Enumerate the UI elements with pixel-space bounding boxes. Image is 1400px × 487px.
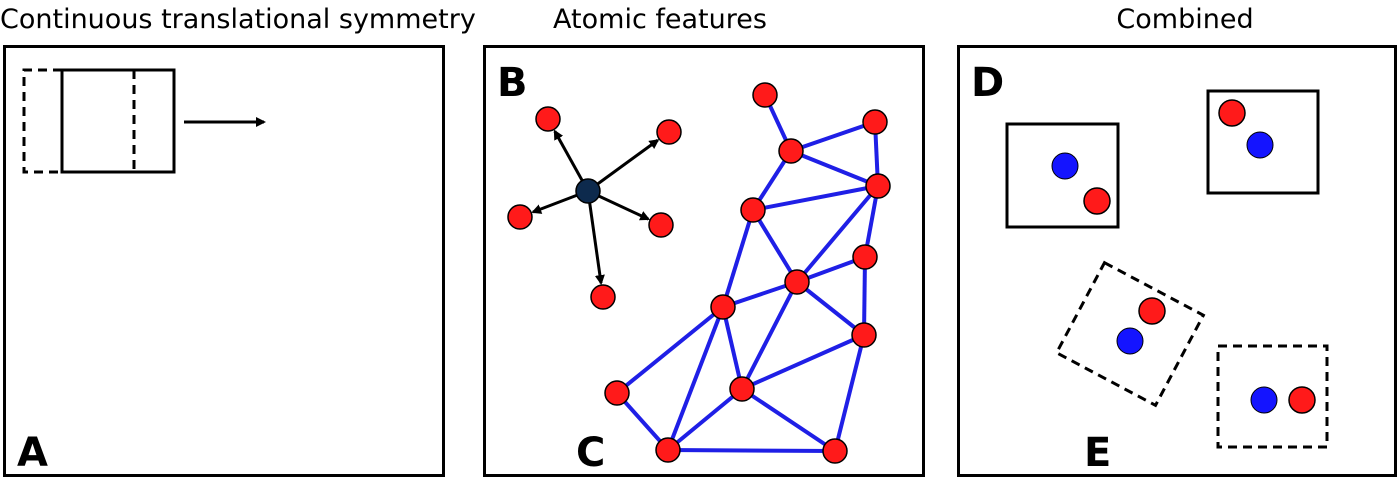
panel-atomic-features <box>483 45 925 477</box>
network-atom <box>740 197 766 223</box>
blue-atom <box>1116 327 1144 355</box>
panel-letter-d: D <box>971 60 1004 106</box>
atomic-network-atoms <box>604 82 891 464</box>
bond <box>667 448 836 453</box>
network-atom <box>822 438 848 464</box>
blue-atom <box>1250 386 1278 414</box>
panel-letter-e: E <box>1084 430 1111 476</box>
bond <box>790 149 879 188</box>
central-atom <box>575 178 601 204</box>
bond <box>795 184 880 284</box>
bond <box>833 334 866 452</box>
bond <box>722 280 798 309</box>
blue-atom <box>1051 152 1079 180</box>
network-atom <box>655 437 681 463</box>
bond <box>615 305 725 395</box>
title-combined: Combined <box>1116 4 1254 35</box>
panel-letter-b: B <box>497 60 528 106</box>
panel-letter-a: A <box>17 430 48 476</box>
combined-box-rotated <box>1054 260 1206 408</box>
bond <box>862 256 867 336</box>
bond <box>666 387 744 452</box>
atomic-neighbors-star <box>507 106 682 310</box>
combined-box-1 <box>1005 122 1120 229</box>
title-continuous-translational-symmetry: Continuous translational symmetry <box>0 4 476 35</box>
bond <box>721 209 755 308</box>
neighbor-arrow <box>587 139 660 193</box>
network-atom <box>604 380 630 406</box>
network-atom <box>784 269 810 295</box>
panel-translational-symmetry <box>3 45 445 477</box>
dashed-shifted-box <box>22 68 62 174</box>
solid-box <box>60 68 176 174</box>
bond <box>740 387 837 453</box>
neighbor-atom <box>507 204 533 230</box>
bond <box>740 281 799 390</box>
dashed-rotated-frame <box>1054 260 1206 408</box>
neighbor-atom <box>656 119 682 145</box>
neighbor-arrow <box>586 190 605 286</box>
solid-frame <box>1206 89 1320 195</box>
blue-atom <box>1246 131 1274 159</box>
neighbor-atom <box>648 212 674 238</box>
network-atom <box>752 82 778 108</box>
network-atom <box>710 294 736 320</box>
red-atom <box>1083 187 1111 215</box>
translation-illustration <box>22 68 266 174</box>
panel-combined <box>957 45 1397 477</box>
network-atom <box>729 376 755 402</box>
bond <box>741 333 865 391</box>
solid-frame <box>1005 122 1120 229</box>
bond <box>795 280 866 337</box>
network-atom <box>852 244 878 270</box>
bond <box>721 306 744 390</box>
combined-atoms <box>1051 99 1316 414</box>
network-atom <box>862 109 888 135</box>
network-atom <box>851 322 877 348</box>
neighbor-atom <box>590 284 616 310</box>
red-atom <box>1138 297 1166 325</box>
red-atom <box>1218 99 1246 127</box>
bond <box>751 208 799 284</box>
red-atom <box>1288 386 1316 414</box>
bond <box>790 120 876 153</box>
panel-letter-c: C <box>576 430 605 476</box>
title-atomic-features: Atomic features <box>553 4 767 35</box>
network-atom <box>865 173 891 199</box>
neighbor-atom <box>535 106 561 132</box>
bond <box>752 184 879 212</box>
bond <box>666 306 725 451</box>
network-atom <box>778 138 804 164</box>
combined-box-2 <box>1206 89 1320 195</box>
